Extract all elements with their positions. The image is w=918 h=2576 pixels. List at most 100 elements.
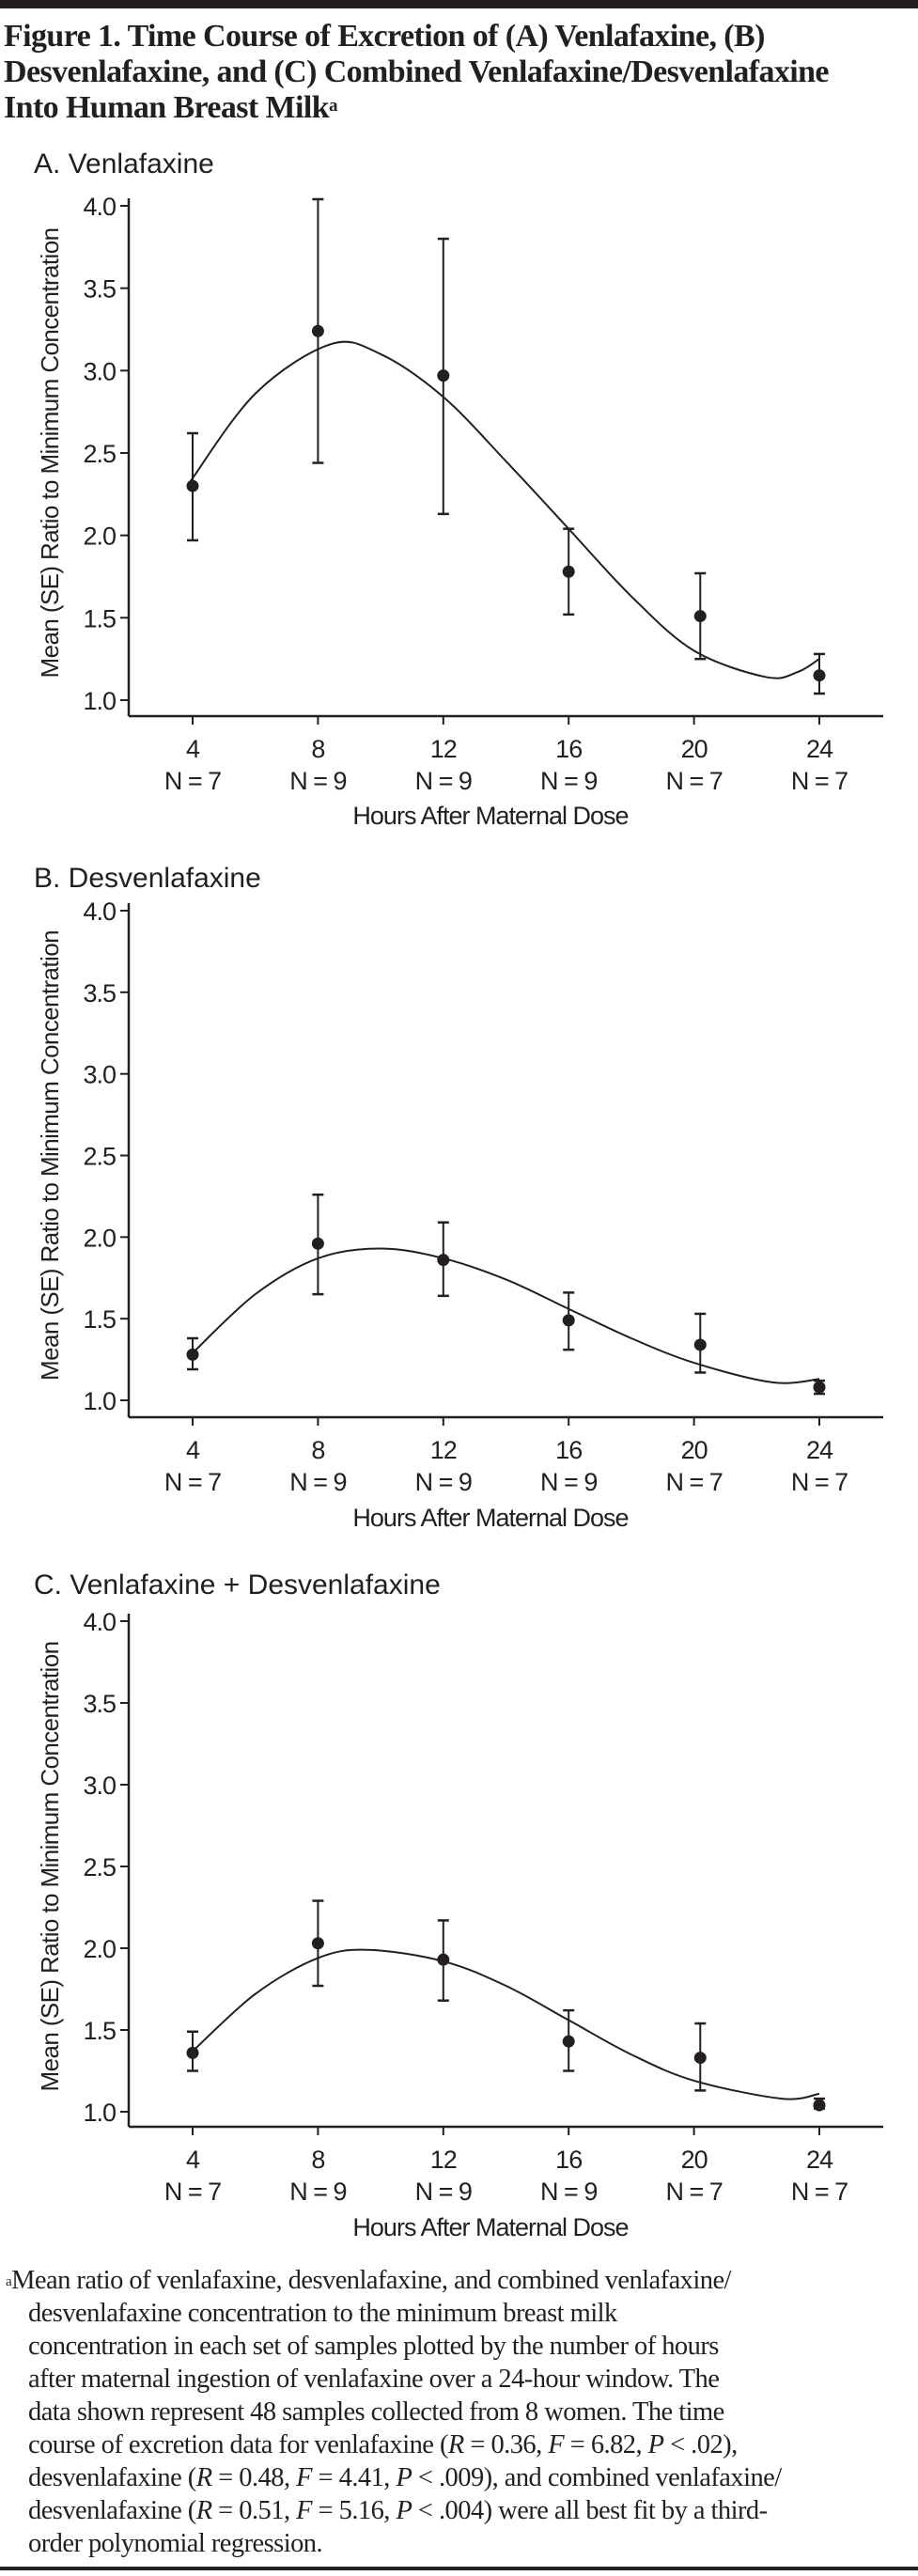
x-tick-label: 12 — [430, 735, 457, 763]
y-tick-label: 1.5 — [83, 1305, 116, 1334]
footnote-line: desvenlafaxine (R = 0.48, F = 4.41, P < … — [6, 2461, 782, 2494]
y-axis-title: Mean (SE) Ratio to Minimum Concentration — [36, 1642, 64, 2092]
x-tick-label: 16 — [555, 735, 582, 763]
footnote-mark: a — [329, 96, 338, 116]
footnote-line: data shown represent 48 samples collecte… — [6, 2396, 782, 2428]
n-label: N = 9 — [540, 767, 597, 795]
y-tick-label: 3.5 — [83, 275, 116, 304]
panel-title: A. Venlafaxine — [34, 148, 214, 180]
data-point — [311, 324, 324, 337]
figure-title-line: Desvenlafaxine, and (C) Combined Venlafa… — [4, 55, 830, 89]
statistic-symbol: R — [195, 2463, 212, 2492]
y-tick-label: 2.0 — [83, 523, 116, 551]
panel-title: B. Desvenlafaxine — [34, 863, 261, 894]
statistic-symbol: P — [396, 2496, 412, 2525]
data-point — [693, 2052, 707, 2065]
n-label: N = 7 — [791, 1468, 848, 1496]
x-tick-label: 16 — [555, 2146, 582, 2174]
x-tick-label: 24 — [806, 2146, 833, 2174]
fit-curve — [192, 1948, 820, 2100]
footnote-text: = 5.16, — [311, 2496, 397, 2525]
data-point — [693, 1338, 707, 1351]
x-tick-label: 24 — [806, 1436, 833, 1464]
footnote-text: = 0.48, — [211, 2463, 297, 2492]
y-axis-title: Mean (SE) Ratio to Minimum Concentration — [36, 228, 64, 679]
statistic-symbol: F — [296, 2463, 312, 2492]
footnote-text: = 0.51, — [211, 2496, 297, 2525]
figure-title-line-text: Into Human Breast Milk — [4, 90, 330, 125]
x-tick-label: 8 — [311, 735, 324, 763]
footnote-text: order polynomial regression. — [28, 2529, 323, 2558]
data-point — [562, 2035, 575, 2048]
statistic-symbol: F — [296, 2496, 312, 2525]
y-tick-label: 3.0 — [83, 1061, 116, 1089]
footnote-line: aMean ratio of venlafaxine, desvenlafaxi… — [6, 2264, 782, 2297]
x-tick-label: 4 — [186, 735, 200, 763]
footnote-text: Mean ratio of venlafaxine, desvenlafaxin… — [11, 2266, 731, 2295]
footnote-line: after maternal ingestion of venlafaxine … — [6, 2363, 782, 2396]
y-tick-label: 4.0 — [83, 898, 116, 926]
y-tick-label: 2.0 — [83, 1224, 116, 1252]
data-point — [813, 669, 826, 682]
x-tick-label: 8 — [311, 2146, 324, 2174]
footnote-text: desvenlafaxine ( — [28, 2463, 196, 2492]
footnote-text: < .004) were all best fit by a third- — [412, 2496, 768, 2525]
data-point — [186, 1348, 199, 1361]
y-tick-label: 2.5 — [83, 1853, 116, 1881]
chart-panel: B. Desvenlafaxine 1.0 1.5 2.0 2.5 3.0 3.5 4.0 4 N… — [34, 863, 883, 1532]
n-label: N = 9 — [289, 2178, 346, 2206]
x-tick-label: 24 — [806, 735, 833, 763]
data-point — [311, 1237, 324, 1250]
footnote-line: order polynomial regression. — [6, 2527, 782, 2560]
chart-panel: C. Venlafaxine + Desvenlafaxine 1.0 1.5 2.0… — [34, 1569, 883, 2241]
n-label: N = 7 — [164, 767, 221, 795]
n-label: N = 9 — [540, 1468, 597, 1496]
data-point — [437, 369, 450, 382]
y-tick-label: 4.0 — [83, 193, 116, 221]
y-tick-label: 2.5 — [83, 440, 116, 468]
n-label: N = 7 — [791, 2178, 848, 2206]
data-point — [562, 1314, 575, 1327]
data-point — [186, 2046, 199, 2059]
x-tick-label: 12 — [430, 1436, 457, 1464]
x-tick-label: 20 — [681, 2146, 708, 2174]
footnote-text: = 6.82, — [564, 2430, 648, 2459]
n-label: N = 9 — [289, 767, 346, 795]
n-label: N = 9 — [289, 1468, 346, 1496]
n-label: N = 9 — [540, 2178, 597, 2206]
statistic-symbol: P — [396, 2463, 412, 2492]
n-label: N = 7 — [665, 1468, 722, 1496]
statistic-symbol: F — [548, 2430, 565, 2459]
data-point — [693, 610, 707, 623]
footnote-line: desvenlafaxine concentration to the mini… — [6, 2297, 782, 2330]
n-label: N = 9 — [415, 2178, 472, 2206]
x-axis-title: Hours After Maternal Dose — [352, 1504, 628, 1532]
footnote-line: concentration in each set of samples plo… — [6, 2330, 782, 2363]
y-tick-label: 3.0 — [83, 1772, 116, 1800]
data-point — [562, 565, 575, 578]
footnote-text: desvenlafaxine ( — [28, 2496, 196, 2525]
footnote-text: desvenlafaxine concentration to the mini… — [28, 2299, 617, 2328]
data-point — [437, 1254, 450, 1267]
y-tick-label: 1.5 — [83, 2017, 116, 2045]
footnote-text: < .02), — [663, 2430, 738, 2459]
figure-title-line: Into Human Breast Milka — [4, 90, 829, 126]
figure-title: Figure 1. Time Course of Excretion of (A… — [4, 19, 830, 126]
footnote-text: = 0.36, — [463, 2430, 549, 2459]
footnote-text: data shown represent 48 samples collecte… — [28, 2397, 724, 2427]
y-tick-label: 3.5 — [83, 1690, 116, 1718]
y-tick-label: 3.0 — [83, 357, 116, 385]
statistic-symbol: R — [447, 2430, 464, 2459]
y-axis-title: Mean (SE) Ratio to Minimum Concentration — [36, 930, 64, 1381]
x-tick-label: 20 — [681, 1436, 708, 1464]
y-tick-label: 1.5 — [83, 604, 116, 632]
footnote-text: course of excretion data for venlafaxine… — [28, 2430, 448, 2459]
n-label: N = 7 — [791, 767, 848, 795]
x-tick-label: 20 — [681, 735, 708, 763]
data-point — [311, 1937, 324, 1950]
n-label: N = 9 — [415, 1468, 472, 1496]
y-tick-label: 2.5 — [83, 1143, 116, 1171]
n-label: N = 7 — [164, 1468, 221, 1496]
fit-curve — [188, 340, 820, 679]
x-tick-label: 12 — [430, 2146, 457, 2174]
